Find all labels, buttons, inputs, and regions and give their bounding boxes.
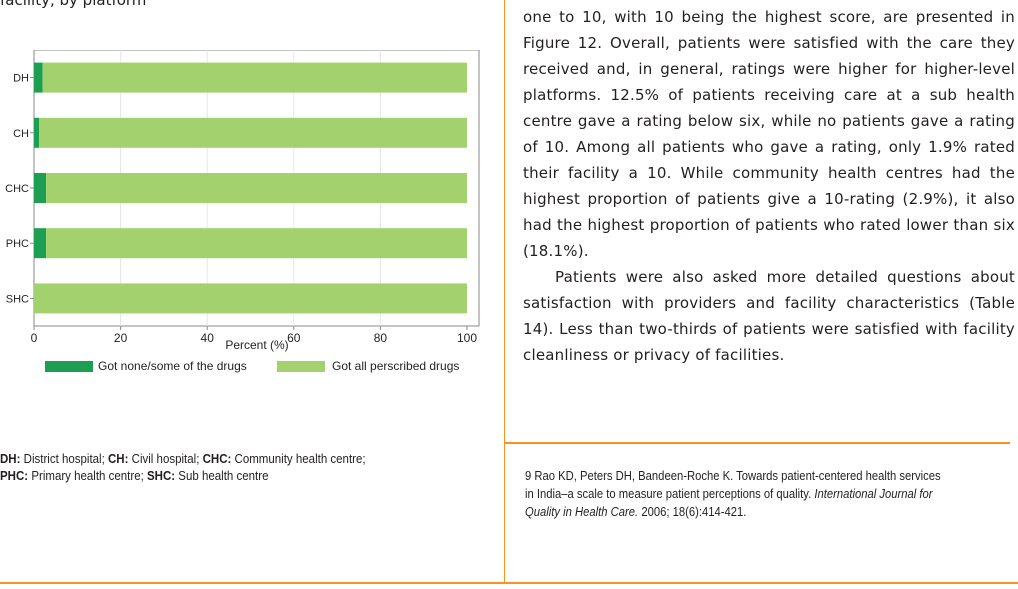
caption-line-2: PHC: Primary health centre; SHC: Sub hea… — [0, 468, 442, 485]
legend-swatch — [277, 361, 325, 372]
legend-swatch — [45, 361, 93, 372]
x-tick-label: 20 — [114, 331, 128, 345]
x-tick-label: 40 — [201, 331, 215, 345]
category-label: PHC — [6, 238, 29, 250]
footnote-line: Quality in Health Care. 2006; 18(6):414-… — [525, 503, 1011, 521]
legend: Got none/some of the drugs Got all perscr… — [45, 359, 459, 373]
bar-segment — [46, 228, 467, 258]
footnote-text: 2006; 18(6):414-421. — [638, 505, 746, 519]
category-label: SHC — [6, 293, 29, 305]
bar-segment — [34, 63, 43, 93]
bar-segment — [39, 118, 467, 148]
x-tick-label: 100 — [457, 331, 477, 345]
footnote-line: 9 Rao KD, Peters DH, Bandeen-Roche K. To… — [525, 467, 1011, 485]
caption-def: District hospital; — [20, 452, 108, 466]
footnote: 9 Rao KD, Peters DH, Bandeen-Roche K. To… — [525, 467, 1011, 521]
column-divider — [504, 0, 505, 583]
caption-line-1: DH: District hospital; CH: Civil hospita… — [0, 451, 442, 468]
caption-abbr: CH: — [108, 452, 128, 466]
caption-abbr: SHC: — [147, 469, 175, 483]
footnote-divider — [504, 442, 1010, 444]
bar-segment — [43, 63, 467, 93]
legend-label: Got none/some of the drugs — [98, 359, 247, 373]
x-axis-label: Percent (%) — [225, 338, 288, 352]
bar-segment — [34, 118, 39, 148]
drugs-received-chart: DH CH CHC PHC SHC 0 20 40 60 80 100 Percent (%) G… — [0, 50, 490, 390]
paragraph: one to 10, with 10 being the highest sco… — [523, 4, 1015, 264]
body-text: one to 10, with 10 being the highest sco… — [523, 4, 1015, 368]
caption-def: Sub health centre — [175, 469, 268, 483]
journal-title: Quality in Health Care. — [525, 505, 638, 519]
legend-label: Got all perscribed drugs — [332, 359, 459, 373]
caption-def: Civil hospital; — [128, 452, 202, 466]
caption-def: Community health centre; — [231, 452, 365, 466]
category-label: CH — [13, 128, 29, 140]
x-tick-label: 0 — [31, 331, 38, 345]
x-tick-label: 80 — [374, 331, 388, 345]
caption-abbr: DH: — [0, 452, 20, 466]
page-bottom-rule — [0, 582, 1018, 584]
journal-title: International Journal for — [814, 487, 932, 501]
category-label: CHC — [5, 183, 29, 195]
caption-def: Primary health centre; — [28, 469, 147, 483]
caption-abbr: CHC: — [203, 452, 232, 466]
category-label: DH — [13, 73, 29, 85]
previous-figure-title-fragment: facility, by platform — [0, 0, 480, 9]
bar-segment — [34, 228, 46, 258]
footnote-text: in India–a scale to measure patient perc… — [525, 487, 814, 501]
bar-segment — [34, 283, 467, 313]
bar-segment — [34, 173, 46, 203]
x-tick-label: 60 — [287, 331, 301, 345]
figure-caption: DH: District hospital; CH: Civil hospita… — [0, 451, 442, 485]
footnote-line: in India–a scale to measure patient perc… — [525, 485, 1011, 503]
caption-abbr: PHC: — [0, 469, 28, 483]
paragraph: Patients were also asked more detailed q… — [523, 264, 1015, 368]
category-labels: DH CH CHC PHC SHC — [5, 73, 34, 306]
bar-segment — [46, 173, 467, 203]
